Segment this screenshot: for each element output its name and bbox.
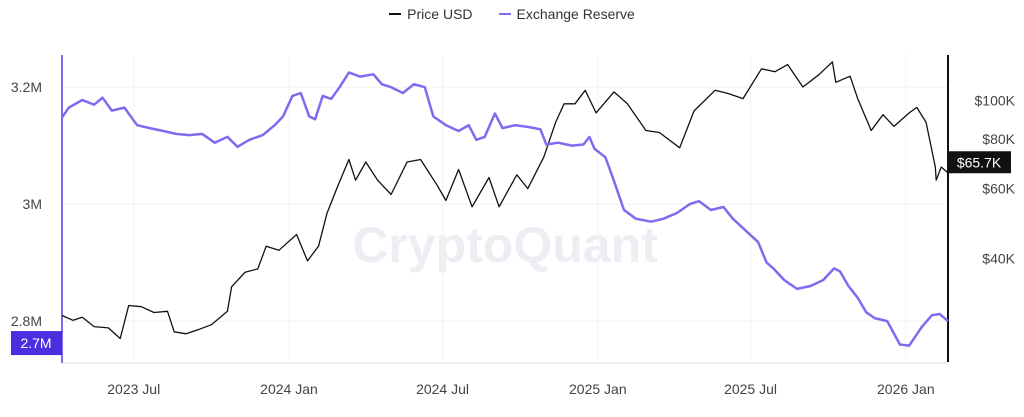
- left-axis-tick-label: 2.8M: [11, 313, 42, 329]
- left-axis-tick-label: 3M: [23, 196, 42, 212]
- x-axis-tick-label: 2024 Jan: [260, 381, 318, 397]
- price-last-value-badge: [948, 151, 1011, 174]
- reserve-last-value-badge: [11, 331, 62, 356]
- price-usd-line: [61, 61, 949, 340]
- price-last-value-label: $65.7K: [957, 154, 1002, 170]
- right-axis-tick-label: $100K: [975, 92, 1016, 108]
- x-axis-tick-label: 2025 Jan: [569, 381, 627, 397]
- right-axis-tick-label: $40K: [982, 251, 1015, 267]
- legend-item-reserve[interactable]: Exchange Reserve: [498, 6, 635, 22]
- left-axis-tick-label: 3.2M: [11, 79, 42, 95]
- x-axis-tick-label: 2026 Jan: [877, 381, 935, 397]
- legend-item-price[interactable]: Price USD: [389, 6, 473, 22]
- x-axis-tick-label: 2023 Jul: [107, 381, 160, 397]
- reserve-last-value-label: 2.7M: [20, 335, 51, 351]
- legend-swatch-price: [389, 13, 402, 15]
- x-axis-tick-label: 2025 Jul: [724, 381, 777, 397]
- legend-label-reserve: Exchange Reserve: [516, 6, 635, 22]
- x-axis-tick-label: 2024 Jul: [416, 381, 469, 397]
- exchange-reserve-line: [60, 71, 949, 347]
- right-axis-tick-label: $80K: [982, 131, 1015, 147]
- watermark-logo: CryptoQuant: [352, 217, 658, 273]
- chart-legend: Price USD Exchange Reserve: [0, 6, 1024, 22]
- legend-label-price: Price USD: [407, 6, 473, 22]
- legend-swatch-reserve: [498, 13, 511, 15]
- right-axis-tick-label: $60K: [982, 181, 1015, 197]
